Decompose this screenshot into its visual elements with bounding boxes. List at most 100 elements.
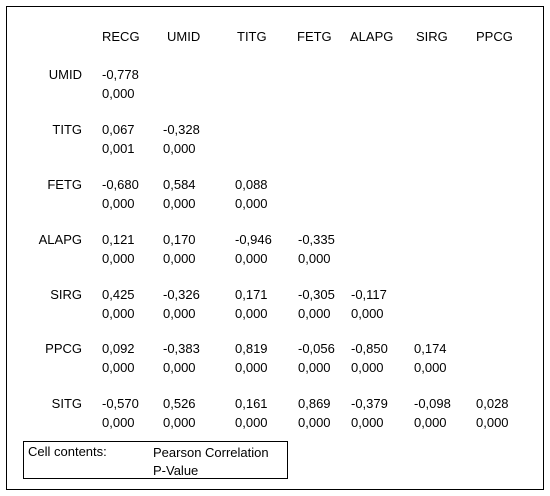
matrix-cell: 0,067 0,001 — [102, 120, 135, 158]
p-value: 0,000 — [298, 360, 331, 375]
p-value: 0,000 — [163, 360, 196, 375]
matrix-cell: -0,850 0,000 — [351, 339, 388, 377]
column-header-alapg: ALAPG — [350, 29, 394, 44]
column-header-recg: RECG — [102, 29, 140, 44]
correlation-value: -0,778 — [102, 67, 139, 82]
p-value: 0,000 — [414, 360, 447, 375]
matrix-cell: 0,092 0,000 — [102, 339, 135, 377]
p-value: 0,000 — [351, 415, 384, 430]
column-header-fetg: FETG — [297, 29, 332, 44]
correlation-value: 0,819 — [235, 341, 268, 356]
p-value: 0,000 — [102, 251, 135, 266]
matrix-cell: 0,170 0,000 — [163, 230, 196, 268]
p-value: 0,000 — [102, 306, 135, 321]
p-value: 0,000 — [102, 196, 135, 211]
legend-line-pvalue: P-Value — [153, 463, 199, 478]
p-value: 0,000 — [476, 415, 509, 430]
correlation-value: -0,326 — [163, 287, 200, 302]
column-header-sirg: SIRG — [416, 29, 448, 44]
matrix-cell: 0,584 0,000 — [163, 175, 196, 213]
p-value: 0,000 — [102, 360, 135, 375]
p-value: 0,000 — [235, 415, 268, 430]
correlation-value: -0,570 — [102, 396, 139, 411]
matrix-cell: -0,383 0,000 — [163, 339, 200, 377]
correlation-value: 0,171 — [235, 287, 268, 302]
p-value: 0,000 — [235, 196, 268, 211]
matrix-cell: 0,028 0,000 — [476, 394, 509, 432]
correlation-value: -0,117 — [351, 287, 387, 302]
matrix-cell: -0,328 0,000 — [163, 120, 200, 158]
matrix-cell: -0,326 0,000 — [163, 285, 200, 323]
correlation-value: 0,526 — [163, 396, 196, 411]
correlation-value: 0,869 — [298, 396, 331, 411]
matrix-cell: 0,174 0,000 — [414, 339, 447, 377]
row-label-fetg: FETG — [47, 177, 82, 192]
matrix-cell: 0,526 0,000 — [163, 394, 196, 432]
correlation-value: 0,584 — [163, 177, 196, 192]
correlation-value: -0,680 — [102, 177, 139, 192]
row-label-titg: TITG — [52, 122, 82, 137]
matrix-cell: -0,056 0,000 — [298, 339, 335, 377]
row-label-ppcg: PPCG — [45, 341, 82, 356]
p-value: 0,000 — [298, 306, 331, 321]
correlation-value: 0,425 — [102, 287, 135, 302]
matrix-cell: 0,171 0,000 — [235, 285, 268, 323]
p-value: 0,000 — [414, 415, 447, 430]
legend-line-correlation: Pearson Correlation — [153, 445, 269, 460]
p-value: 0,000 — [163, 251, 196, 266]
correlation-value: 0,067 — [102, 122, 135, 137]
matrix-cell: 0,161 0,000 — [235, 394, 268, 432]
cell-contents-legend: Cell contents: Pearson Correlation P-Val… — [23, 441, 288, 479]
column-header-ppcg: PPCG — [476, 29, 513, 44]
p-value: 0,000 — [163, 141, 196, 156]
legend-values: Pearson Correlation P-Value — [153, 444, 269, 480]
correlation-value: -0,946 — [235, 232, 272, 247]
matrix-cell: -0,570 0,000 — [102, 394, 139, 432]
p-value: 0,000 — [163, 306, 196, 321]
matrix-cell: -0,335 0,000 — [298, 230, 335, 268]
row-label-umid: UMID — [48, 67, 82, 82]
correlation-value: -0,335 — [298, 232, 335, 247]
correlation-value: 0,028 — [476, 396, 509, 411]
row-label-sitg: SITG — [51, 396, 82, 411]
correlation-value: -0,056 — [298, 341, 335, 356]
matrix-cell: 0,088 0,000 — [235, 175, 268, 213]
p-value: 0,000 — [235, 251, 268, 266]
p-value: 0,000 — [235, 306, 268, 321]
p-value: 0,001 — [102, 141, 135, 156]
matrix-cell: -0,305 0,000 — [298, 285, 335, 323]
matrix-cell: 0,819 0,000 — [235, 339, 268, 377]
matrix-cell: 0,121 0,000 — [102, 230, 135, 268]
p-value: 0,000 — [102, 415, 135, 430]
matrix-cell: 0,869 0,000 — [298, 394, 331, 432]
correlation-value: 0,161 — [235, 396, 268, 411]
correlation-value: -0,328 — [163, 122, 200, 137]
correlation-value: -0,379 — [351, 396, 388, 411]
column-header-titg: TITG — [237, 29, 267, 44]
correlation-value: -0,305 — [298, 287, 335, 302]
p-value: 0,000 — [163, 196, 196, 211]
row-label-alapg: ALAPG — [38, 232, 82, 247]
column-header-umid: UMID — [167, 29, 201, 44]
p-value: 0,000 — [351, 306, 384, 321]
correlation-value: 0,088 — [235, 177, 268, 192]
p-value: 0,000 — [351, 360, 384, 375]
correlation-value: -0,098 — [414, 396, 451, 411]
correlation-value: -0,383 — [163, 341, 200, 356]
p-value: 0,000 — [163, 415, 196, 430]
legend-label: Cell contents: — [28, 444, 107, 459]
correlation-matrix-frame — [6, 6, 544, 490]
correlation-value: -0,850 — [351, 341, 388, 356]
matrix-cell: 0,425 0,000 — [102, 285, 135, 323]
matrix-cell: -0,680 0,000 — [102, 175, 139, 213]
p-value: 0,000 — [235, 360, 268, 375]
matrix-cell: -0,379 0,000 — [351, 394, 388, 432]
correlation-value: 0,121 — [102, 232, 135, 247]
p-value: 0,000 — [298, 251, 331, 266]
correlation-value: 0,170 — [163, 232, 196, 247]
p-value: 0,000 — [298, 415, 331, 430]
correlation-value: 0,174 — [414, 341, 447, 356]
matrix-cell: -0,098 0,000 — [414, 394, 451, 432]
matrix-cell: -0,117 0,000 — [351, 285, 387, 323]
correlation-value: 0,092 — [102, 341, 135, 356]
